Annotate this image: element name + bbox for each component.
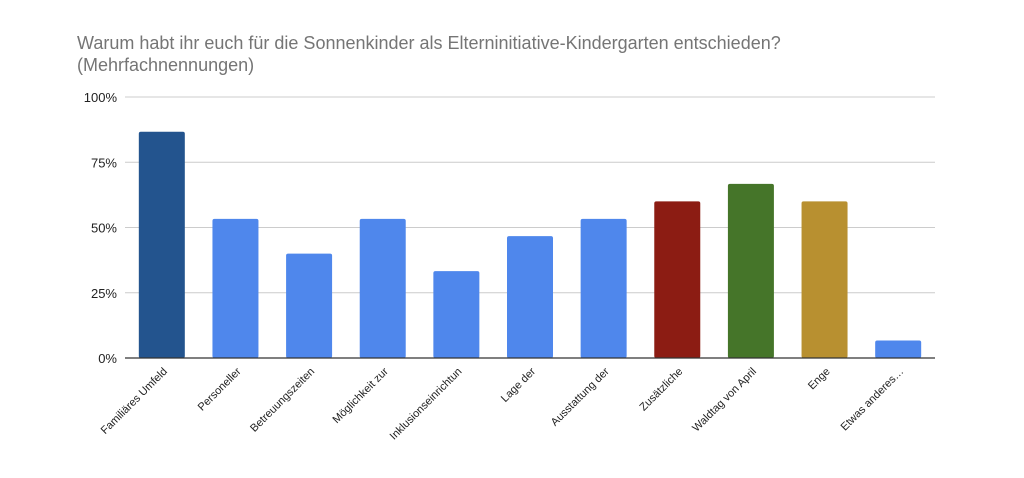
x-axis-labels: Familiäres Umfeld Personeller Betreuungsze…	[99, 365, 907, 442]
x-tick-label: Familiäres Umfeld	[99, 366, 170, 437]
x-tick-label: Zusätzliche	[638, 366, 686, 414]
x-tick-label: Personeller	[196, 365, 244, 413]
bar[interactable]	[801, 201, 848, 358]
bar[interactable]	[727, 183, 774, 358]
x-tick-label: Waldtag von April	[690, 366, 759, 435]
y-tick-label: 100%	[84, 90, 118, 105]
y-axis-ticks: 0% 25% 50% 75% 100%	[84, 90, 118, 366]
x-tick-label: Etwas anderes…	[839, 366, 907, 434]
bar[interactable]	[580, 218, 627, 358]
y-tick-label: 75%	[91, 155, 117, 170]
bar[interactable]	[138, 131, 185, 358]
bars	[138, 131, 922, 358]
bar[interactable]	[359, 218, 406, 358]
bar[interactable]	[875, 340, 922, 358]
x-tick-label: Ausstattung der	[549, 365, 612, 428]
x-tick-label: Inklusionseinrichtun	[388, 366, 465, 443]
bar[interactable]	[433, 271, 480, 358]
y-tick-label: 50%	[91, 221, 117, 236]
y-tick-label: 0%	[98, 351, 117, 366]
bar[interactable]	[507, 236, 553, 358]
x-tick-label: Lage der	[499, 365, 538, 404]
x-tick-label: Möglichkeit zur	[330, 365, 391, 426]
bar[interactable]	[654, 201, 701, 358]
bar[interactable]	[286, 253, 333, 358]
x-tick-label: Enge	[806, 366, 833, 393]
y-tick-label: 25%	[91, 286, 117, 301]
bar[interactable]	[212, 218, 259, 358]
x-tick-label: Betreuungszeiten	[248, 366, 317, 435]
chart-title: Warum habt ihr euch für die Sonnenkinder…	[77, 33, 781, 75]
